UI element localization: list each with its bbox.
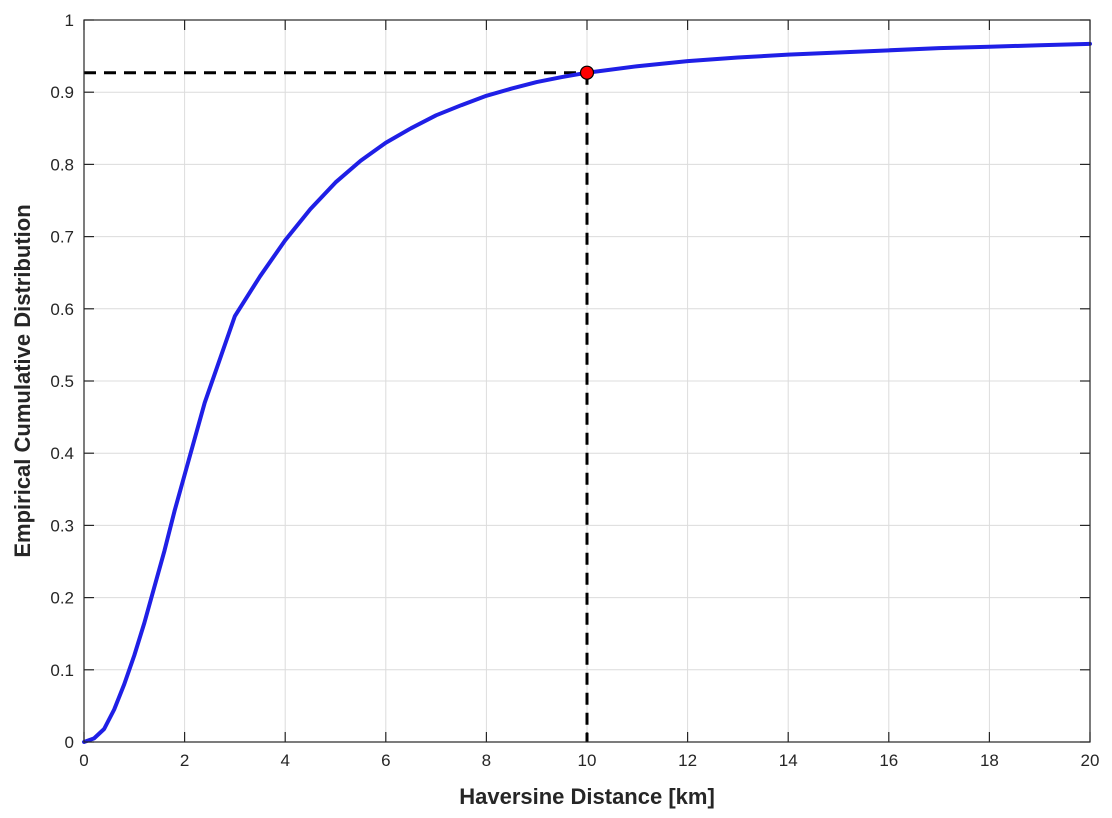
marker-group: [579, 65, 595, 80]
x-tick-label: 14: [779, 751, 798, 770]
y-tick-label: 0.3: [50, 516, 74, 535]
x-tick-label: 2: [180, 751, 189, 770]
y-tick-label: 1: [65, 11, 74, 30]
x-tick-label: 12: [678, 751, 697, 770]
y-tick-label: 0.1: [50, 661, 74, 680]
ecdf-series-line: [82, 41, 1092, 744]
x-tick-label: 18: [980, 751, 999, 770]
x-tick-label: 6: [381, 751, 390, 770]
x-tick-label: 10: [578, 751, 597, 770]
reference-lines: [84, 71, 589, 742]
y-tick-label: 0.4: [50, 444, 74, 463]
x-tick-label: 8: [482, 751, 491, 770]
x-axis-label: Haversine Distance [km]: [459, 784, 715, 809]
y-axis-label: Empirical Cumulative Distribution: [10, 204, 35, 557]
x-tick-label: 20: [1081, 751, 1100, 770]
x-tick-label: 4: [280, 751, 289, 770]
x-tick-label: 0: [79, 751, 88, 770]
y-tick-label: 0.2: [50, 589, 74, 608]
y-tick-label: 0.5: [50, 372, 74, 391]
x-tick-label: 16: [879, 751, 898, 770]
y-tick-label: 0.9: [50, 83, 74, 102]
y-tick-label: 0.6: [50, 300, 74, 319]
y-tick-label: 0.8: [50, 155, 74, 174]
y-tick-label: 0.7: [50, 228, 74, 247]
series-group: [82, 41, 1092, 744]
y-tick-label: 0: [65, 733, 74, 752]
tick-labels: 0 2 4 6 8 10 12 14 16 18 20 0 0.1 0.2 0.3 0.4 0.5 0.6 0.7 0…: [50, 11, 1099, 770]
highlight-marker-point: [579, 65, 595, 80]
plot-frame: [83, 19, 1091, 743]
